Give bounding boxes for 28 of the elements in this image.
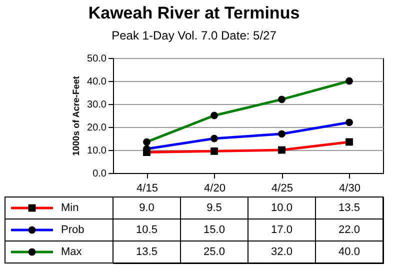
y-tick-label: 0.0: [92, 168, 107, 180]
data-label: 40.0: [338, 246, 360, 258]
y-axis-title: 1000s of Acre-Feet: [71, 76, 82, 156]
data-label: 13.5: [136, 246, 158, 258]
chart-title: Kaweah River at Terminus: [88, 4, 300, 22]
data-label: 15.0: [204, 224, 225, 236]
data-label: 10.0: [271, 202, 292, 214]
y-tick-label: 20.0: [87, 122, 107, 134]
y-tick-label: 10.0: [87, 146, 107, 156]
data-label: 10.5: [136, 224, 158, 236]
data-label: 13.5: [338, 202, 360, 214]
x-tick-label: 4/15: [136, 182, 158, 194]
chart-subtitle: Peak 1-Day Vol. 7.0 Date: 5/27: [112, 28, 277, 42]
legend-label: Prob: [61, 224, 84, 236]
y-tick-label: 30.0: [87, 100, 107, 110]
x-tick-label: 4/25: [272, 182, 293, 194]
data-label: 17.0: [271, 224, 292, 236]
data-label: 9.5: [206, 202, 222, 214]
legend-label: Max: [61, 246, 82, 258]
y-tick-label: 40.0: [87, 76, 107, 88]
data-label: 9.0: [139, 202, 154, 214]
data-label: 32.0: [271, 246, 292, 258]
data-label: 22.0: [338, 224, 360, 236]
data-label: 25.0: [204, 246, 225, 258]
x-tick-label: 4/20: [204, 182, 226, 194]
x-tick-label: 4/30: [339, 182, 360, 194]
legend-label: Min: [61, 202, 79, 214]
y-tick-label: 50.0: [87, 54, 107, 64]
